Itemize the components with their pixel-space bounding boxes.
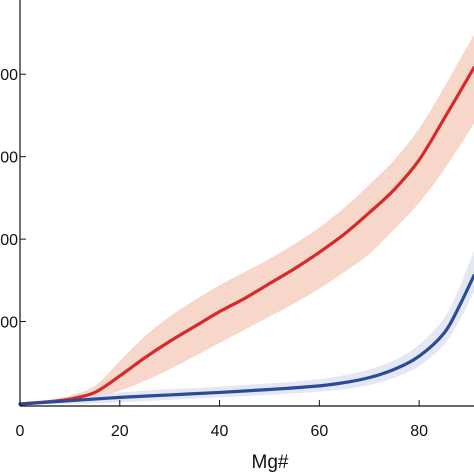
ticks: 0 20 40 60 80 500 1000 1500 2000 (0, 67, 428, 440)
x-tick-label-40: 40 (211, 423, 229, 440)
x-axis-label: Mg# (252, 452, 289, 473)
series-2-line (18, 273, 474, 406)
series-1-band (20, 34, 474, 404)
series-1-line (18, 66, 474, 406)
y-tick-label-1000: 1000 (0, 232, 18, 249)
x-tick-label-80: 80 (410, 423, 428, 440)
y-tick-label-1500: 1500 (0, 150, 18, 167)
x-tick-label-60: 60 (310, 423, 328, 440)
axes (19, 0, 474, 407)
confidence-bands (20, 34, 474, 405)
x-tick-label-0: 0 (16, 423, 25, 440)
y-tick-label-2000: 2000 (0, 67, 18, 84)
x-tick-label-20: 20 (111, 423, 129, 440)
y-tick-label-500: 500 (0, 315, 18, 332)
series-lines (18, 66, 474, 406)
